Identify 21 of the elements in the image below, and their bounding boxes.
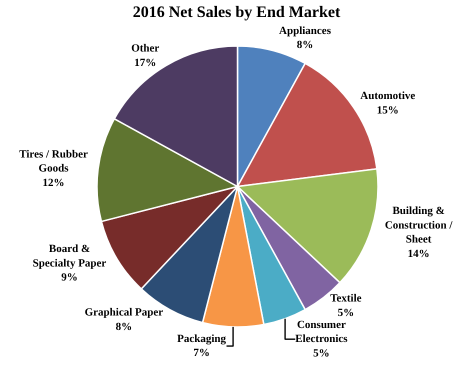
data-label: 9% xyxy=(61,272,78,284)
slice-label: Board & Specialty Paper xyxy=(32,242,106,270)
chart-title: 2016 Net Sales by End Market xyxy=(132,4,341,21)
data-label: 12% xyxy=(42,176,65,189)
data-label: 8% xyxy=(116,320,132,333)
slice-label: Building & Construction / Sheet xyxy=(384,205,454,246)
slice-label: Consumer Electronics xyxy=(295,318,348,346)
slice-label: Textile xyxy=(330,292,362,305)
data-label: 17% xyxy=(134,56,156,69)
data-label: 5% xyxy=(313,347,330,360)
slice-label: Appliances xyxy=(279,24,332,37)
data-label: 8% xyxy=(296,39,314,52)
slice-label: Graphical Paper xyxy=(84,306,164,319)
slice-label: Other xyxy=(131,42,160,55)
data-label: 14% xyxy=(408,248,430,260)
slice-label: Automotive xyxy=(360,90,416,102)
data-label: 5% xyxy=(338,306,354,319)
slice-label: Tires / Rubber Goods xyxy=(19,148,88,175)
data-label: 15% xyxy=(376,104,399,117)
data-label: 7% xyxy=(193,347,210,360)
slice-label: Packaging xyxy=(177,332,227,345)
